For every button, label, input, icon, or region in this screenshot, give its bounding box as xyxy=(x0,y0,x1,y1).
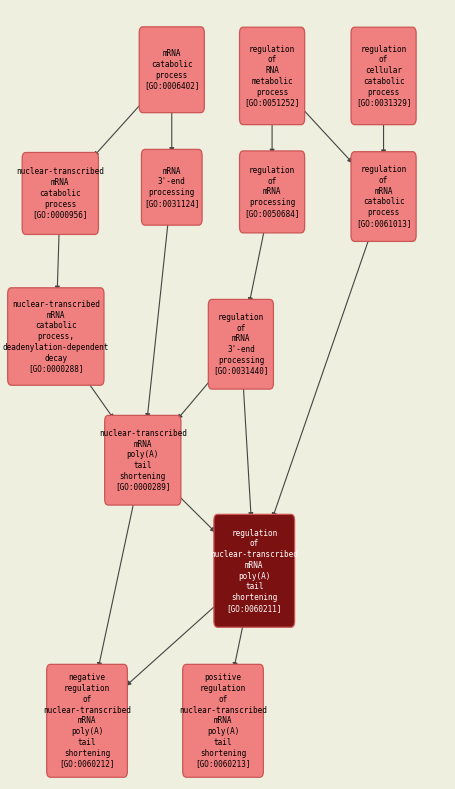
FancyBboxPatch shape xyxy=(208,299,273,389)
FancyBboxPatch shape xyxy=(239,28,305,125)
FancyBboxPatch shape xyxy=(214,514,294,627)
FancyBboxPatch shape xyxy=(105,415,181,505)
Text: regulation
of
mRNA
3'-end
processing
[GO:0031440]: regulation of mRNA 3'-end processing [GO… xyxy=(213,313,268,376)
Text: regulation
of
cellular
catabolic
process
[GO:0031329]: regulation of cellular catabolic process… xyxy=(356,44,411,107)
Text: regulation
of
nuclear-transcribed
mRNA
poly(A)
tail
shortening
[GO:0060211]: regulation of nuclear-transcribed mRNA p… xyxy=(210,529,298,613)
Text: regulation
of
RNA
metabolic
process
[GO:0051252]: regulation of RNA metabolic process [GO:… xyxy=(244,44,300,107)
FancyBboxPatch shape xyxy=(8,288,104,385)
Text: nuclear-transcribed
mRNA
poly(A)
tail
shortening
[GO:0000289]: nuclear-transcribed mRNA poly(A) tail sh… xyxy=(99,429,187,492)
FancyBboxPatch shape xyxy=(239,151,305,233)
FancyBboxPatch shape xyxy=(22,152,98,234)
Text: mRNA
3'-end
processing
[GO:0031124]: mRNA 3'-end processing [GO:0031124] xyxy=(144,166,199,208)
FancyBboxPatch shape xyxy=(142,149,202,225)
Text: mRNA
catabolic
process
[GO:0006402]: mRNA catabolic process [GO:0006402] xyxy=(144,49,199,91)
Text: regulation
of
mRNA
processing
[GO:0050684]: regulation of mRNA processing [GO:005068… xyxy=(244,166,300,218)
Text: regulation
of
mRNA
catabolic
process
[GO:0061013]: regulation of mRNA catabolic process [GO… xyxy=(356,165,411,228)
Text: positive
regulation
of
nuclear-transcribed
mRNA
poly(A)
tail
shortening
[GO:0060: positive regulation of nuclear-transcrib… xyxy=(179,673,267,768)
FancyBboxPatch shape xyxy=(183,664,263,777)
FancyBboxPatch shape xyxy=(351,28,416,125)
Text: negative
regulation
of
nuclear-transcribed
mRNA
poly(A)
tail
shortening
[GO:0060: negative regulation of nuclear-transcrib… xyxy=(43,673,131,768)
Text: nuclear-transcribed
mRNA
catabolic
process
[GO:0000956]: nuclear-transcribed mRNA catabolic proce… xyxy=(16,167,104,219)
FancyBboxPatch shape xyxy=(139,27,204,113)
FancyBboxPatch shape xyxy=(351,151,416,241)
FancyBboxPatch shape xyxy=(47,664,127,777)
Text: nuclear-transcribed
mRNA
catabolic
process,
deadenylation-dependent
decay
[GO:00: nuclear-transcribed mRNA catabolic proce… xyxy=(3,300,109,373)
